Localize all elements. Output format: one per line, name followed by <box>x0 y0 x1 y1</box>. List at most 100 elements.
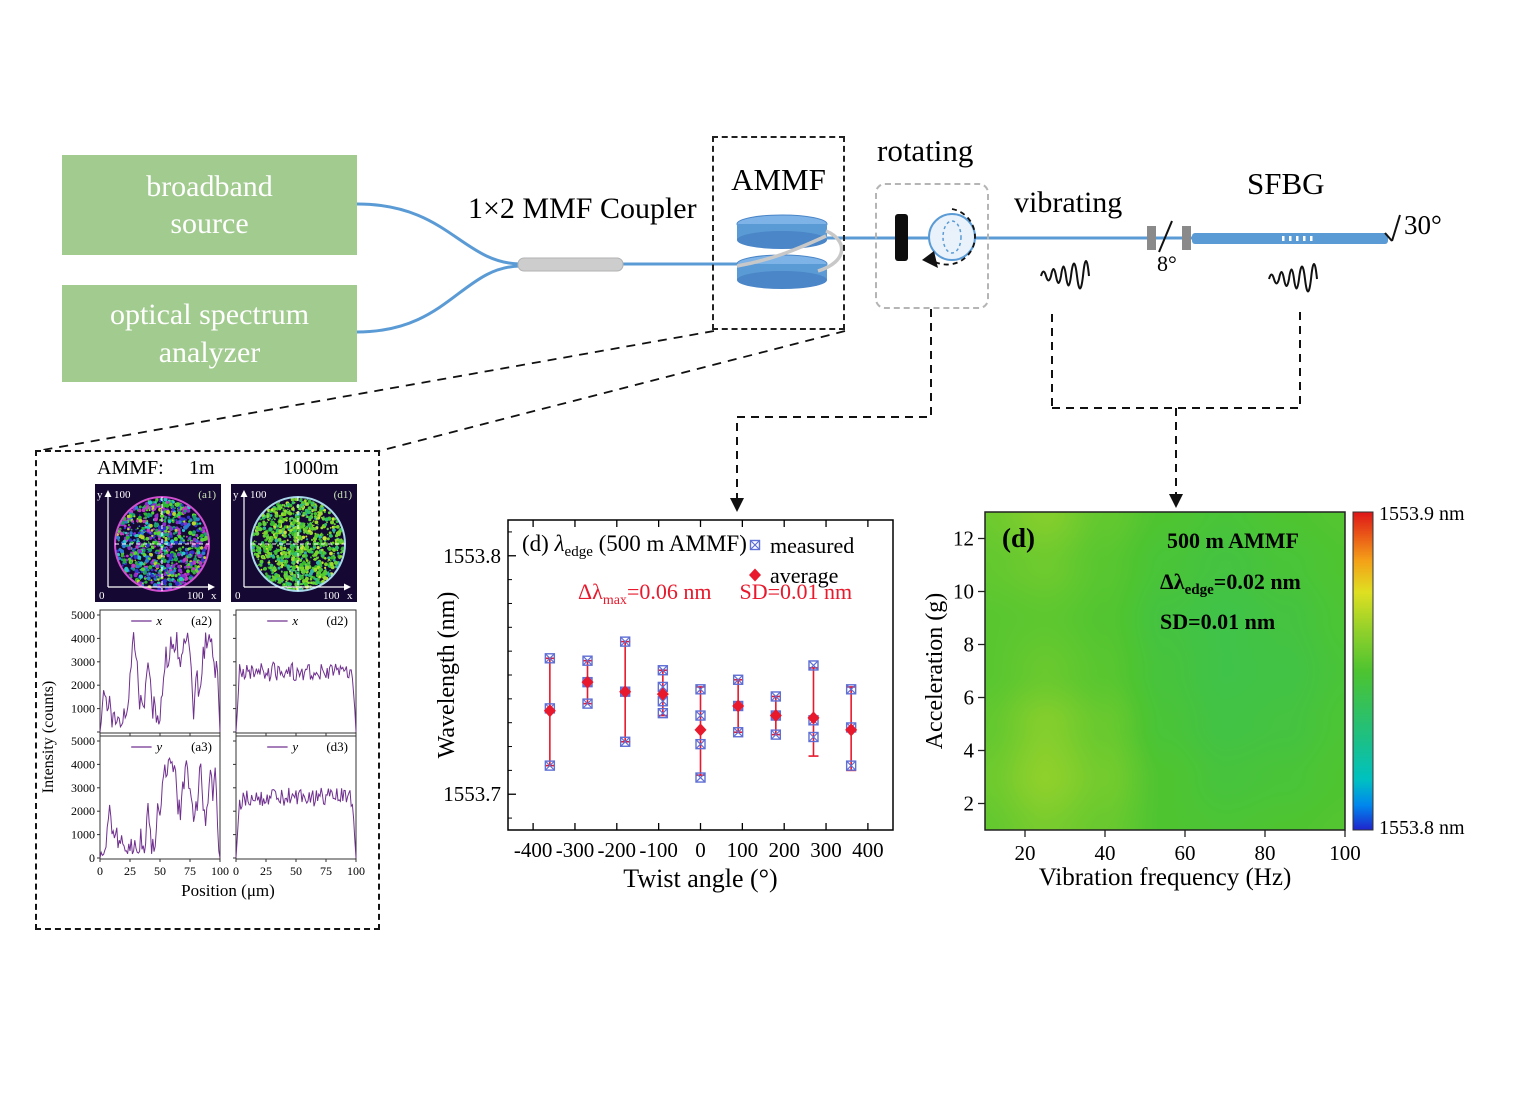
plot-frame <box>99 735 221 860</box>
speckle-dot <box>322 544 326 547</box>
speckle-dot <box>130 551 133 554</box>
speckle-dot <box>267 566 269 568</box>
speckle-dot <box>167 519 172 524</box>
speckle-dot <box>275 548 278 550</box>
speckle-dot <box>127 524 130 526</box>
speckle-dot <box>171 507 175 511</box>
speckle-dot <box>163 582 167 585</box>
speckle-dot <box>322 551 326 555</box>
speckle-dot <box>144 524 146 527</box>
speckle-dot <box>124 531 128 535</box>
speckle-dot <box>154 538 157 541</box>
speckle-dot <box>264 516 267 519</box>
speckle-dot <box>157 556 160 560</box>
speckle-dot <box>127 532 130 535</box>
x-tick-label: -400 <box>514 838 553 862</box>
speckle-dot <box>173 563 176 566</box>
speckle-dot <box>166 572 168 574</box>
rect <box>808 731 819 743</box>
speckle-dot <box>153 545 156 548</box>
line <box>657 708 668 719</box>
speckle-dot <box>177 560 181 563</box>
speckle-dot <box>175 562 178 565</box>
speckle-dot <box>132 522 135 525</box>
grating-dash <box>1289 236 1292 241</box>
speckle-dot <box>282 507 285 510</box>
speckle-dot <box>301 561 306 566</box>
speckle-dot <box>123 524 127 528</box>
x-tick-label: 40 <box>1095 841 1116 865</box>
speckle-dot <box>323 570 328 575</box>
speckle-dot <box>193 518 197 522</box>
speckle-dot <box>178 547 182 551</box>
x-tick-label: -300 <box>556 838 595 862</box>
speckle-dot <box>130 575 133 579</box>
speckle-dot <box>125 568 129 572</box>
speckle-dot <box>163 552 167 556</box>
speckle-dot <box>341 550 344 553</box>
speckle-dot <box>270 544 273 548</box>
speckle-dot <box>153 523 158 528</box>
speckle-dot <box>272 517 274 519</box>
speckle-dot <box>147 568 150 572</box>
speckle-dot <box>151 511 155 515</box>
speckle-dot <box>153 537 155 539</box>
speckle-dot <box>280 554 284 558</box>
speckle-dot <box>160 557 165 562</box>
speckle-dot <box>324 557 327 560</box>
speckle-dot <box>303 551 307 555</box>
speckle-dot <box>134 569 139 573</box>
heatmap-annotation-2: Δλedge=0.02 nm <box>1160 569 1301 598</box>
speckle-dot <box>160 565 164 569</box>
scatter-ylabel: Wavelength (nm) <box>434 592 460 759</box>
x-tick-label: 80 <box>1255 841 1276 865</box>
speckle-dot <box>262 528 265 531</box>
speckle-dot <box>296 571 300 575</box>
y-axis-arrow-icon <box>240 490 248 497</box>
line <box>657 681 668 692</box>
speckle-dot <box>333 531 335 534</box>
speckle-dot <box>286 539 289 542</box>
speckle-dot <box>324 562 328 567</box>
speckle-dot <box>147 573 150 576</box>
speckle-dot <box>337 532 341 537</box>
speckle-dot <box>314 515 317 518</box>
speckle-dot <box>150 529 154 532</box>
speckle-dot <box>156 551 159 554</box>
speckle-dot <box>159 509 162 511</box>
speckle-dot <box>262 555 264 558</box>
speckle-dot <box>125 561 127 564</box>
y-tick-label: 3000 <box>71 655 95 669</box>
y-tick-label: 2 <box>964 792 975 816</box>
speckle-dot <box>120 554 124 558</box>
speckle-dot <box>157 572 160 574</box>
grating-dash <box>1310 236 1313 241</box>
speckle-dot <box>336 551 340 555</box>
broadband-source-box: broadband source <box>62 155 357 255</box>
speckle-dot <box>174 516 177 518</box>
speckle-y-label: y <box>233 489 239 501</box>
x-tick-label: 300 <box>810 838 842 862</box>
rect <box>845 760 857 771</box>
speckle-dot <box>185 551 189 555</box>
speckle-dot <box>130 561 133 564</box>
speckle-dot <box>131 520 134 523</box>
speckle-dot <box>200 536 202 539</box>
speckle-dot <box>159 543 162 547</box>
speckle-dot <box>159 518 162 522</box>
speckle-dot <box>281 550 286 555</box>
speckle-dot <box>203 556 207 560</box>
speckle-dot <box>302 514 305 517</box>
heatmap-annotation-3: SD=0.01 nm <box>1160 609 1275 634</box>
y-tick-label: 0 <box>89 851 95 865</box>
speckle-dot <box>305 559 309 562</box>
rect <box>845 684 857 695</box>
speckle-dot <box>315 507 318 509</box>
speckle-dot <box>310 509 313 511</box>
speckle-dot <box>273 507 277 511</box>
speckle-dot <box>302 572 305 575</box>
speckle-dot <box>138 535 142 539</box>
speckle-dot <box>159 574 162 577</box>
speckle-dot <box>283 525 287 529</box>
y-tick-label: 2000 <box>71 678 95 692</box>
